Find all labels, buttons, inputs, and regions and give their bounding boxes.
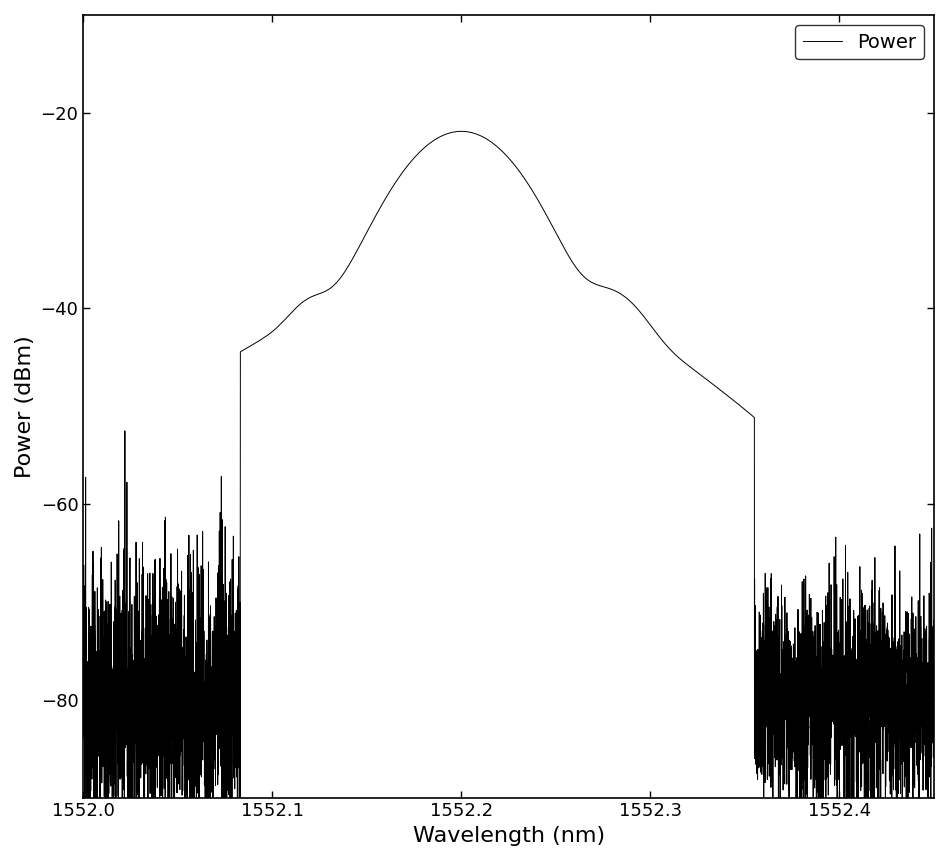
- Line: Power: Power: [84, 132, 934, 817]
- X-axis label: Wavelength (nm): Wavelength (nm): [413, 826, 605, 846]
- Power: [754, 640, 765, 650]
- Y-axis label: Power (dBm): Power (dBm): [15, 335, 35, 478]
- Power: [709, 380, 720, 390]
- Power: [581, 274, 592, 284]
- Power: [619, 291, 630, 301]
- Legend: Power: Power: [795, 25, 924, 59]
- Power: [78, 709, 89, 719]
- Power: [928, 663, 940, 673]
- Power: [385, 183, 397, 194]
- Power: [456, 127, 467, 137]
- Power: [121, 696, 132, 706]
- Power: [80, 812, 91, 822]
